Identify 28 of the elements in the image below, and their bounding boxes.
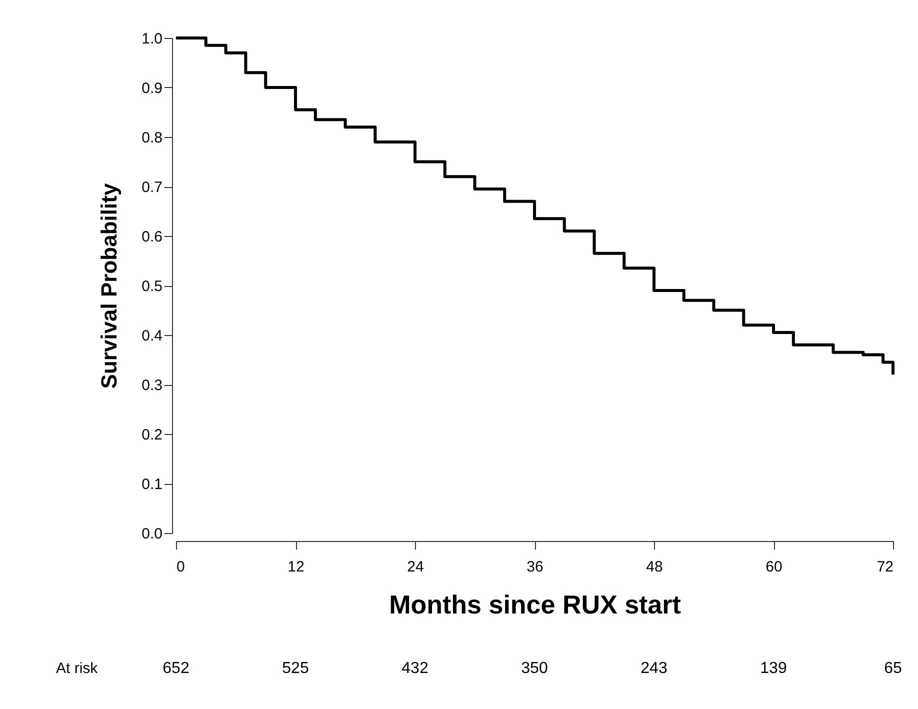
x-tick-label: 36 xyxy=(526,558,544,576)
y-tick-label: 0.6 xyxy=(142,228,162,246)
y-tick-label: 0.8 xyxy=(142,130,162,146)
text: 652 xyxy=(162,660,190,677)
text: 350 xyxy=(521,660,548,677)
y-tick-label: 0.4 xyxy=(142,328,162,344)
y-tick-label: 0.7 xyxy=(142,179,162,196)
text: 525 xyxy=(282,660,309,677)
y-tick-label: 0.2 xyxy=(142,426,162,444)
y-tick-label: 0.9 xyxy=(142,80,162,97)
x-tick-label: 60 xyxy=(766,558,782,576)
x-tick-label: 12 xyxy=(288,558,304,576)
x-tick-label: 72 xyxy=(876,558,894,576)
text: 432 xyxy=(402,660,428,677)
text: 65 xyxy=(884,660,902,677)
x-tick-label: 48 xyxy=(646,558,663,576)
x-tick-label: 24 xyxy=(407,558,424,576)
y-tick-label: 1.0 xyxy=(142,30,162,48)
text: 139 xyxy=(760,660,787,677)
x-axis-title: Months since RUX start xyxy=(389,590,682,620)
y-tick-label: 0.5 xyxy=(142,278,162,295)
y-tick-label: 0.3 xyxy=(142,377,162,394)
text: At risk xyxy=(56,660,98,677)
y-axis-title: Survival Probability xyxy=(96,182,122,389)
y-tick-label: 0.0 xyxy=(142,526,162,542)
text: 243 xyxy=(640,660,668,677)
y-tick-label: 0.1 xyxy=(142,476,162,493)
x-tick-label: 0 xyxy=(176,558,185,576)
